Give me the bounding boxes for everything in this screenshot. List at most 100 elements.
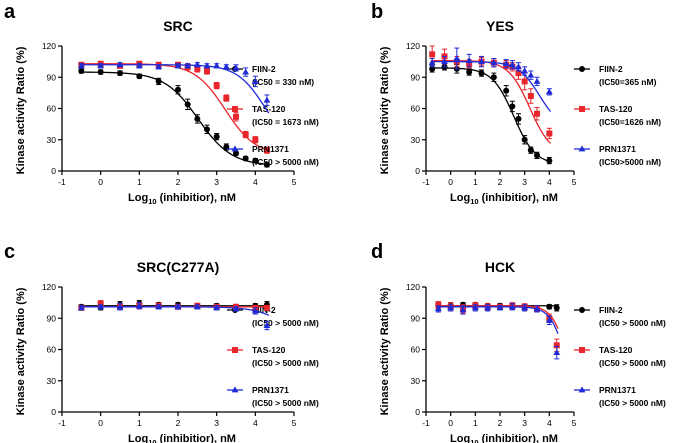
x-tick-label: 2: [498, 418, 503, 428]
data-point: [521, 78, 528, 85]
legend-marker: [579, 307, 585, 313]
data-point: [553, 349, 561, 356]
y-tick-label: 0: [51, 166, 56, 176]
data-point: [242, 155, 249, 162]
x-tick-label: 1: [473, 177, 478, 187]
data-point: [213, 62, 221, 69]
data-point: [459, 306, 467, 313]
data-point: [509, 103, 516, 110]
data-point: [222, 63, 230, 70]
x-tick-label: 1: [473, 418, 478, 428]
data-point: [155, 78, 162, 85]
panel-letter: c: [4, 241, 15, 263]
data-point: [233, 113, 239, 120]
y-tick-label: 60: [47, 345, 57, 355]
data-point: [213, 133, 220, 140]
panel-letter: d: [371, 241, 383, 263]
data-point: [194, 65, 201, 72]
x-tick-label: 0: [98, 177, 103, 187]
data-point: [527, 147, 534, 154]
data-point: [135, 62, 143, 69]
x-axis-label: Log10 (inhibitior), nM: [450, 192, 558, 206]
data-point: [502, 60, 510, 67]
y-axis-label: Kinase activity Ratio (%): [15, 287, 27, 415]
x-tick-label: 0: [448, 418, 453, 428]
data-point: [77, 304, 85, 311]
data-point: [434, 305, 442, 312]
data-point: [553, 342, 560, 349]
data-point: [252, 136, 259, 143]
data-point: [533, 305, 541, 312]
data-point: [193, 61, 201, 68]
data-point: [263, 321, 271, 328]
y-axis-label: Kinase activity Ratio (%): [379, 287, 391, 415]
legend-marker: [579, 347, 585, 353]
data-point: [203, 62, 211, 69]
legend-marker: [231, 386, 239, 393]
x-axis-label-rest: (inhibitior), nM: [479, 433, 558, 443]
x-tick-label: 5: [292, 418, 297, 428]
legend-label: FIIN-2: [252, 64, 276, 74]
legend-label: FIIN-2: [599, 64, 623, 74]
data-point: [553, 304, 560, 311]
data-point: [117, 70, 123, 77]
fit-curve: [79, 71, 269, 166]
data-point: [233, 150, 239, 157]
legend-marker: [579, 106, 585, 112]
legend-ic50: (IC50 > 5000 nM): [252, 157, 319, 167]
legend-marker: [578, 386, 586, 393]
legend-ic50: (IC50 = 330 nM): [252, 77, 314, 87]
legend-label: TAS-120: [599, 345, 633, 355]
legend-label: PRN1371: [252, 144, 289, 154]
legend-label: PRN1371: [599, 385, 636, 395]
x-tick-label: -1: [422, 177, 430, 187]
data-point: [441, 58, 448, 65]
y-tick-label: 120: [42, 282, 56, 292]
data-point: [503, 87, 510, 94]
fit-curve: [430, 60, 552, 113]
legend-item: PRN1371 (IC50 > 5000 nM): [227, 385, 319, 408]
legend-marker: [231, 145, 239, 152]
data-point: [116, 303, 124, 310]
x-tick-label: 2: [176, 177, 181, 187]
x-axis-label: Log10 (inhibitior), nM: [450, 433, 558, 443]
data-point: [484, 304, 492, 311]
legend-ic50: (IC50 > 5000 nM): [599, 398, 666, 408]
chart-title: SRC(C277A): [137, 259, 219, 275]
data-point: [527, 93, 534, 99]
x-axis-label-sub: 10: [470, 438, 478, 443]
y-tick-label: 60: [47, 104, 57, 114]
y-tick-label: 90: [411, 313, 421, 323]
y-tick-label: 0: [415, 166, 420, 176]
legend-item: FIIN-2 (IC50 = 330 nM): [227, 64, 314, 87]
x-tick-label: 2: [498, 177, 503, 187]
x-tick-label: 1: [137, 177, 142, 187]
y-axis-label: Kinase activity Ratio (%): [15, 46, 27, 174]
y-tick-label: 90: [47, 313, 57, 323]
data-point: [263, 96, 271, 103]
legend-item: FIIN-2 (IC50=365 nM): [574, 64, 657, 87]
x-axis-label: Log10 (inhibitior), nM: [128, 433, 236, 443]
data-point: [490, 74, 497, 81]
legend-item: FIIN-2 (IC50 > 5000 nM): [574, 305, 666, 328]
y-tick-label: 120: [42, 41, 56, 51]
legend-marker: [232, 347, 238, 353]
x-tick-label: 1: [137, 418, 142, 428]
data-point: [213, 304, 221, 311]
data-point: [251, 307, 259, 314]
series-prn1371: [77, 61, 271, 114]
legend-label: FIIN-2: [599, 305, 623, 315]
legend-ic50: (IC50=365 nM): [599, 77, 657, 87]
series-fiin-2: [78, 68, 270, 168]
legend-ic50: (IC50 = 1673 nM): [252, 117, 319, 127]
data-point: [174, 303, 182, 310]
x-tick-label: 3: [522, 177, 527, 187]
legend-ic50: (IC50 > 5000 nM): [252, 318, 319, 328]
legend-item: TAS-120 (IC50=1626 nM): [574, 104, 661, 127]
panel-letter: a: [4, 1, 16, 23]
data-point: [545, 88, 553, 95]
data-point: [478, 70, 485, 77]
